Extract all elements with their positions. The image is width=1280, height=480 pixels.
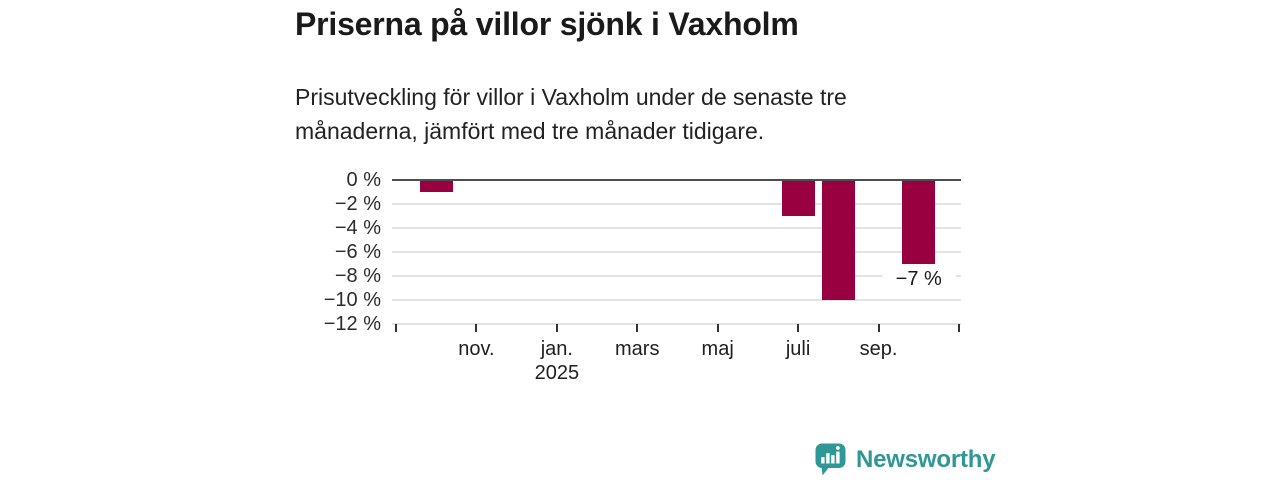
x-axis-month-label: jan. bbox=[540, 338, 573, 360]
y-axis-tick-label: −12 % bbox=[323, 313, 381, 335]
newsworthy-logo-icon bbox=[815, 443, 846, 476]
x-axis-tick bbox=[555, 324, 558, 332]
y-axis-tick-label: −2 % bbox=[334, 193, 381, 215]
y-axis-tick-label: −4 % bbox=[334, 217, 381, 239]
bar-okt-2025 bbox=[902, 181, 936, 264]
bar-juli-2025 bbox=[781, 181, 815, 216]
gridline bbox=[392, 227, 961, 229]
x-axis-month-label: juli bbox=[785, 338, 811, 360]
gridline bbox=[392, 203, 961, 205]
bar-data-label: −7 % bbox=[881, 268, 956, 290]
newsworthy-logo: Newsworthy bbox=[815, 443, 996, 476]
gridline bbox=[392, 275, 961, 277]
bar-okt-2024 bbox=[419, 181, 453, 192]
x-axis-year-label: 2025 bbox=[534, 362, 580, 384]
x-axis-tick bbox=[716, 324, 719, 332]
gridline bbox=[392, 299, 961, 301]
y-axis-tick-label: −10 % bbox=[323, 289, 381, 311]
x-axis-month-label: nov. bbox=[458, 338, 495, 360]
newsworthy-logo-text: Newsworthy bbox=[856, 445, 996, 473]
y-axis-tick-label: −6 % bbox=[334, 241, 381, 263]
gridline bbox=[392, 251, 961, 253]
y-axis-tick-label: −8 % bbox=[334, 265, 381, 287]
gridline bbox=[392, 323, 961, 325]
y-axis-tick-label: 0 % bbox=[346, 169, 381, 191]
x-axis-tick bbox=[877, 324, 880, 332]
x-axis-tick bbox=[797, 324, 800, 332]
x-axis-tick bbox=[957, 324, 960, 332]
zero-line bbox=[392, 179, 961, 181]
x-axis-month-label: maj bbox=[701, 338, 734, 360]
x-axis-month-label: sep. bbox=[859, 338, 898, 360]
x-axis-tick bbox=[636, 324, 639, 332]
x-axis-month-label: mars bbox=[615, 338, 660, 360]
x-axis-tick bbox=[395, 324, 397, 332]
chart-subtitle: Prisutveckling för villor i Vaxholm unde… bbox=[295, 84, 847, 144]
bar-aug-2025 bbox=[821, 181, 855, 300]
chart-title: Priserna på villor sjönk i Vaxholm bbox=[295, 6, 799, 42]
x-axis-tick bbox=[475, 324, 478, 332]
